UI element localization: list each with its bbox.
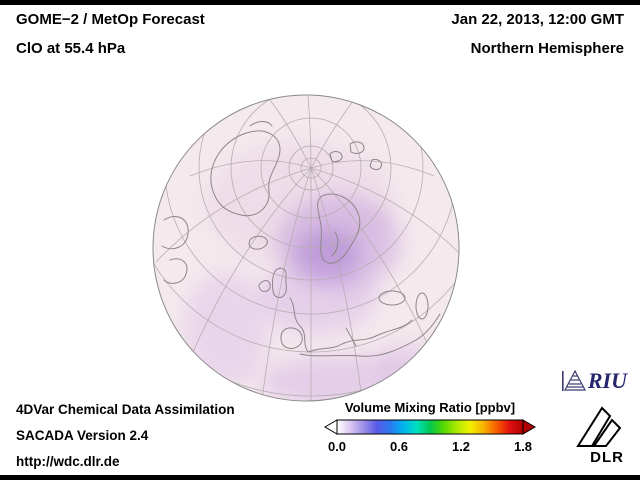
plot-region: Northern Hemisphere	[470, 40, 624, 57]
credit-line-3: http://wdc.dlr.de	[16, 454, 120, 469]
dlr-emblem-icon	[576, 406, 622, 447]
riu-logo: RIU	[561, 368, 627, 393]
colorbar-right-arrow	[522, 419, 536, 435]
bottom-border-bar	[0, 475, 640, 480]
colorbar-tick: 0.0	[327, 439, 347, 454]
globe-rim	[152, 94, 460, 402]
colorbar-left-arrow	[324, 419, 338, 435]
credit-line-2: SACADA Version 2.4	[16, 428, 149, 443]
plot-subtitle: ClO at 55.4 hPa	[16, 40, 126, 57]
riu-mountain-icon	[561, 369, 586, 391]
colorbar-gradient-bar	[336, 419, 524, 435]
colorbar-tick: 0.6	[389, 439, 409, 454]
colorbar-title: Volume Mixing Ratio [ppbv]	[344, 400, 516, 415]
dlr-logo: DLR	[566, 404, 624, 466]
top-border-bar	[0, 0, 640, 5]
riu-logo-text: RIU	[587, 368, 627, 393]
colorbar-ticks: 0.0 0.6 1.2 1.8	[320, 439, 540, 457]
footer-credits: 4DVar Chemical Data Assimilation SACADA …	[16, 397, 235, 475]
plot-title: GOME−2 / MetOp Forecast	[16, 11, 205, 28]
colorbar-block: Volume Mixing Ratio [ppbv] 0.0 0.6 1.2 1…	[320, 400, 540, 457]
colorbar	[324, 419, 536, 435]
dlr-logo-text: DLR	[590, 449, 624, 466]
credit-line-1: 4DVar Chemical Data Assimilation	[16, 402, 235, 417]
header-right: Jan 22, 2013, 12:00 GMT Northern Hemisph…	[451, 11, 624, 58]
globe-svg	[152, 94, 460, 402]
globe-map	[150, 92, 462, 404]
colorbar-tick: 1.2	[451, 439, 471, 454]
graticule	[153, 95, 459, 401]
header-left: GOME−2 / MetOp Forecast ClO at 55.4 hPa	[16, 11, 205, 58]
plot-datetime: Jan 22, 2013, 12:00 GMT	[451, 11, 624, 28]
colorbar-tick: 1.8	[513, 439, 533, 454]
coastlines	[161, 121, 441, 357]
